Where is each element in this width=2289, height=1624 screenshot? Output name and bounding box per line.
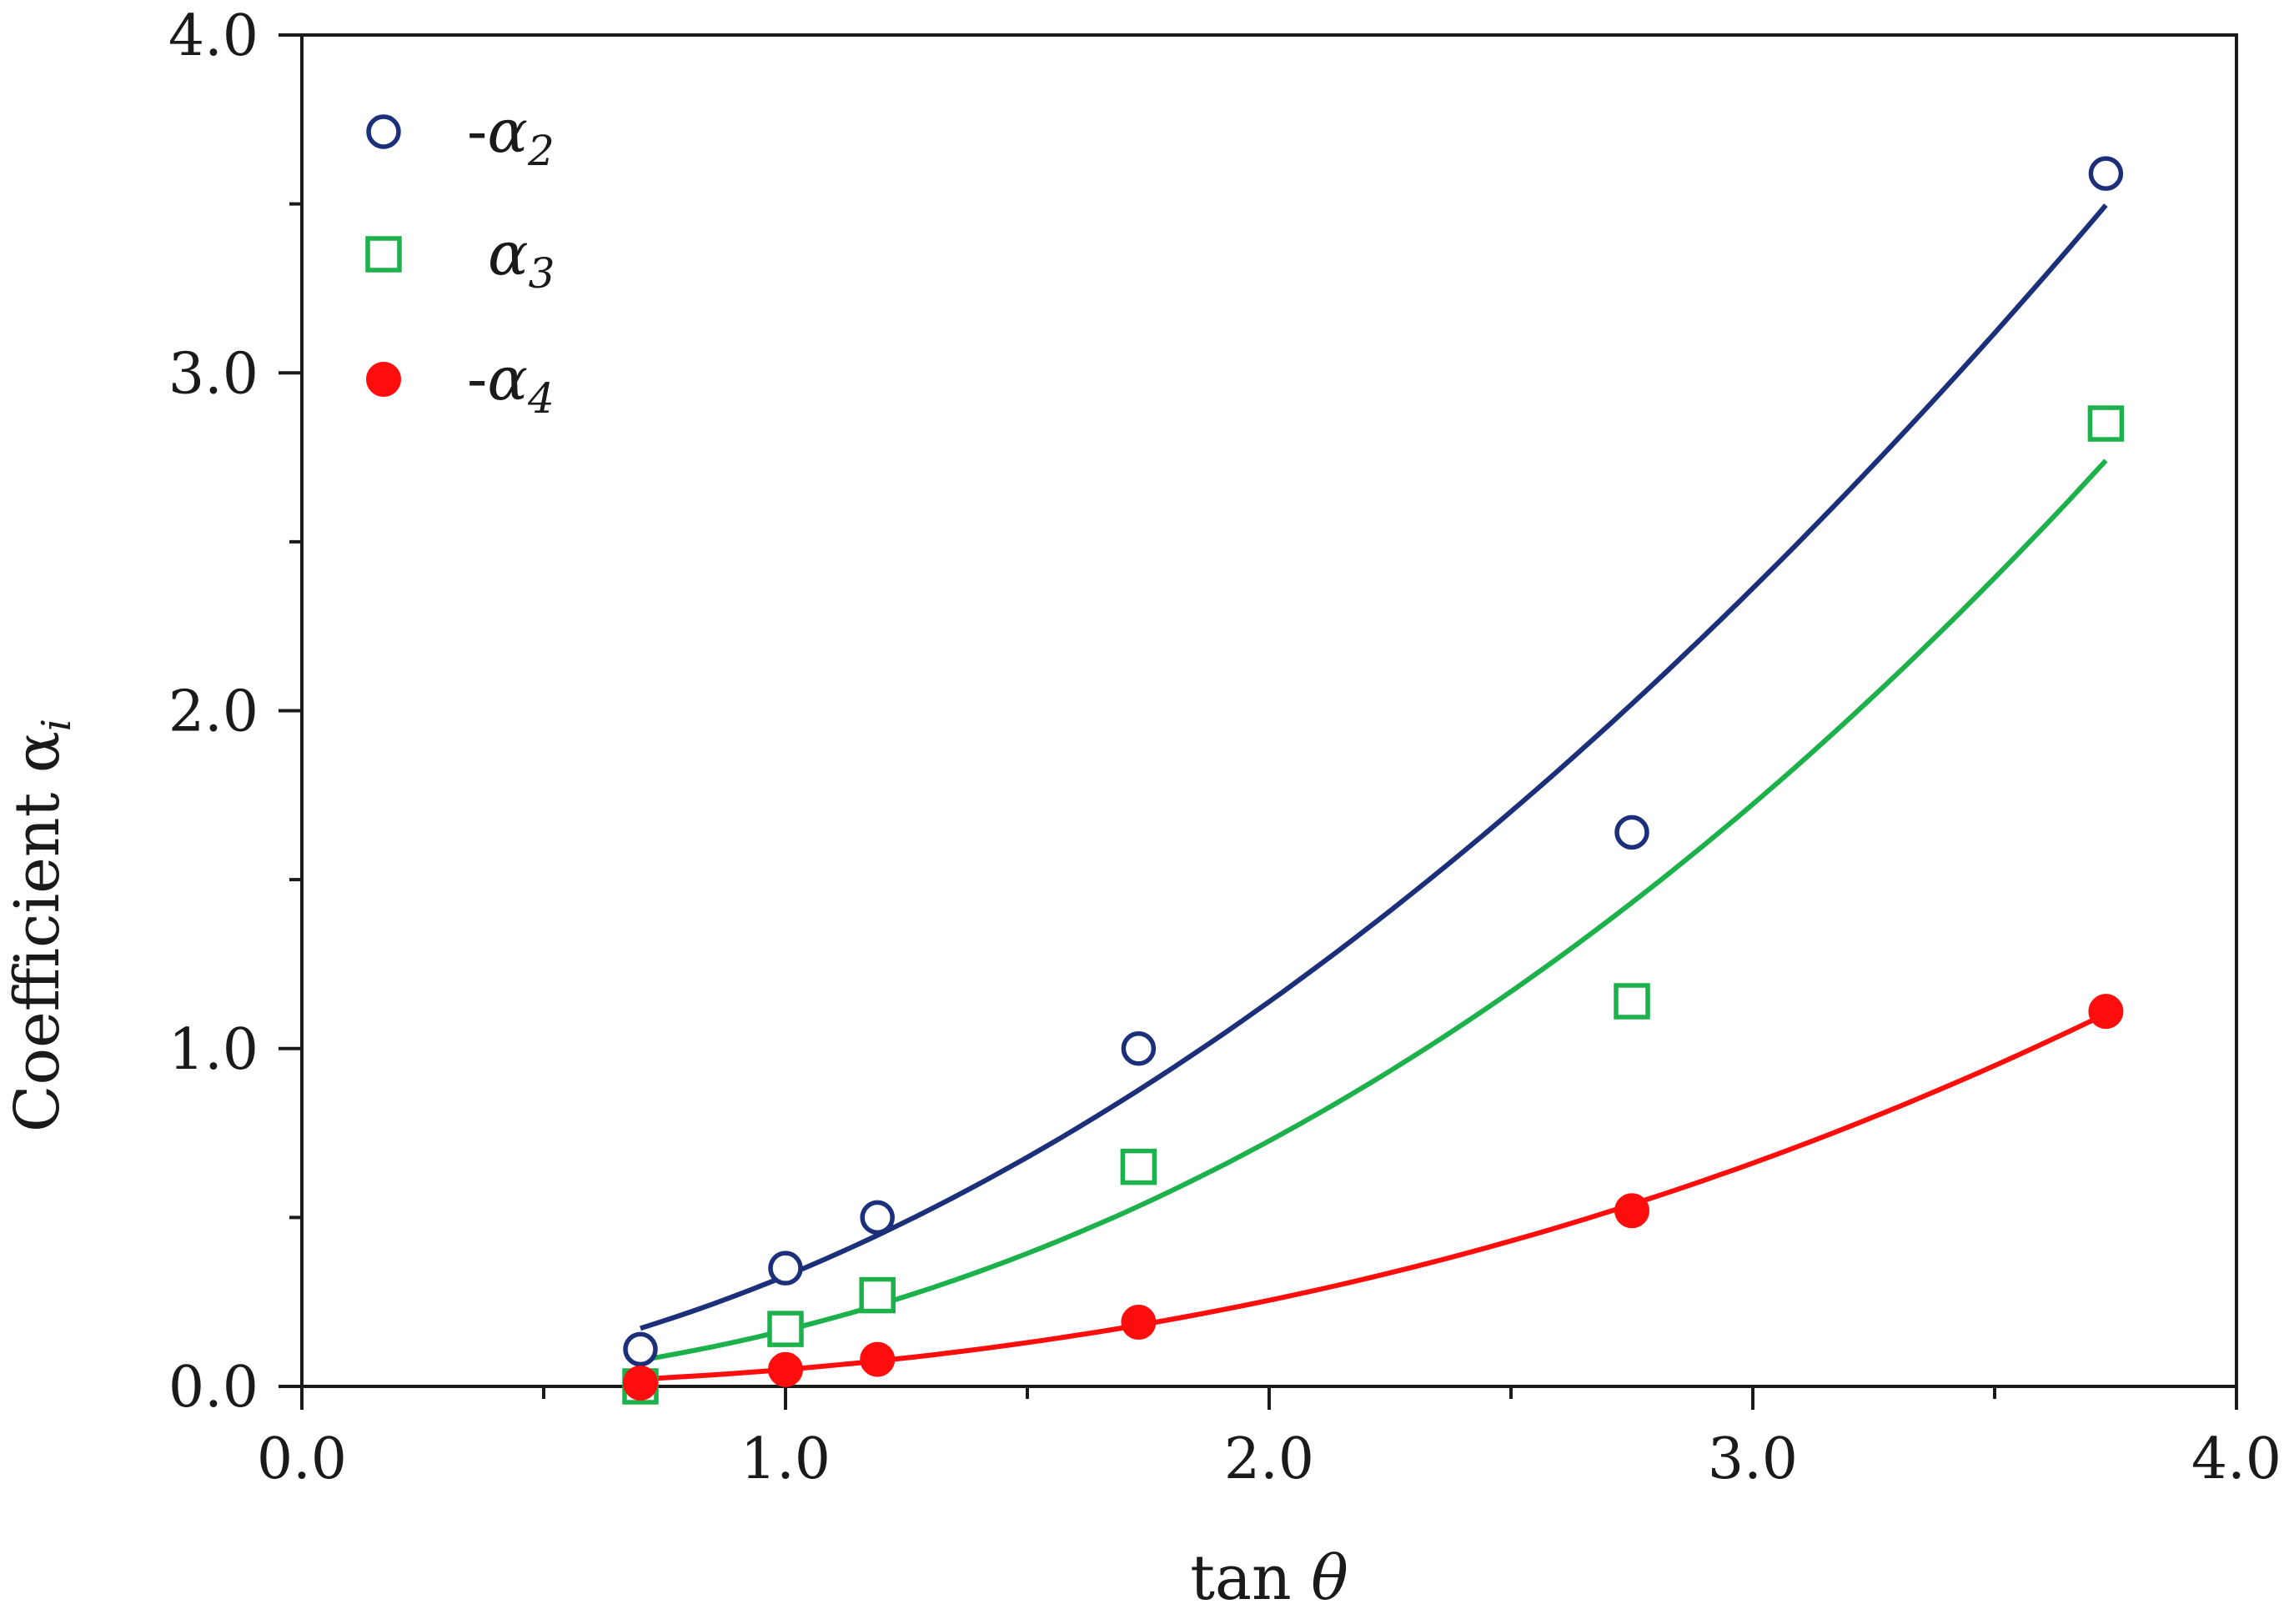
plot-area-border [300,33,2238,1388]
legend-label-1: -α2 [467,96,555,175]
data-point-series-1 [860,1200,895,1236]
fit-line-series-3 [640,1011,2107,1382]
y-axis-title: Coefficient αi [2,719,80,1132]
y-tick-label: 2.0 [168,679,259,745]
legend-marker-3 [366,362,401,397]
x-tick-label: 2.0 [1224,1426,1314,1492]
y-tick-label: 0.0 [168,1355,259,1421]
data-point-series-1 [1121,1031,1157,1066]
plot-frame [300,33,2238,1388]
y-tick-label: 1.0 [168,1017,259,1083]
data-point-series-1 [2088,156,2124,191]
fit-line-series-2 [640,459,2108,1363]
data-point-series-3 [1614,1193,1649,1229]
x-tick-label: 4.0 [2191,1426,2281,1492]
x-tick-label: 1.0 [740,1426,831,1492]
x-axis-title: tan θ [1190,1542,1348,1614]
y-tick-label: 3.0 [168,341,259,407]
x-tick-label: 0.0 [257,1426,347,1492]
data-point-series-3 [768,1351,803,1387]
data-point-series-2 [1614,983,1650,1020]
data-point-series-3 [1121,1305,1157,1341]
data-point-series-1 [623,1331,658,1367]
data-markers [622,156,2125,1405]
data-point-series-2 [2087,405,2125,442]
data-point-series-2 [859,1276,896,1314]
data-point-series-3 [860,1341,896,1377]
legend: -α2 α3 -α4 [365,96,555,423]
legend-marker-1 [366,114,401,149]
fit-line-series-1 [640,203,2108,1331]
tick-labels: 0.0 1.0 2.0 3.0 4.0 0.0 1.0 2.0 3.0 4.0 [168,3,2281,1492]
data-point-series-1 [768,1251,803,1286]
axis-ticks [279,33,2238,1410]
data-point-series-2 [767,1311,804,1347]
data-point-series-3 [2088,994,2124,1030]
data-point-series-2 [1120,1148,1157,1185]
y-tick-label: 4.0 [168,3,259,69]
legend-marker-2 [365,236,402,273]
data-point-series-3 [623,1365,658,1401]
data-point-series-1 [1614,815,1649,850]
legend-label-2: α3 [488,218,555,298]
x-tick-label: 3.0 [1708,1426,1798,1492]
fit-lines [640,203,2108,1382]
legend-label-3: -α4 [467,343,555,423]
